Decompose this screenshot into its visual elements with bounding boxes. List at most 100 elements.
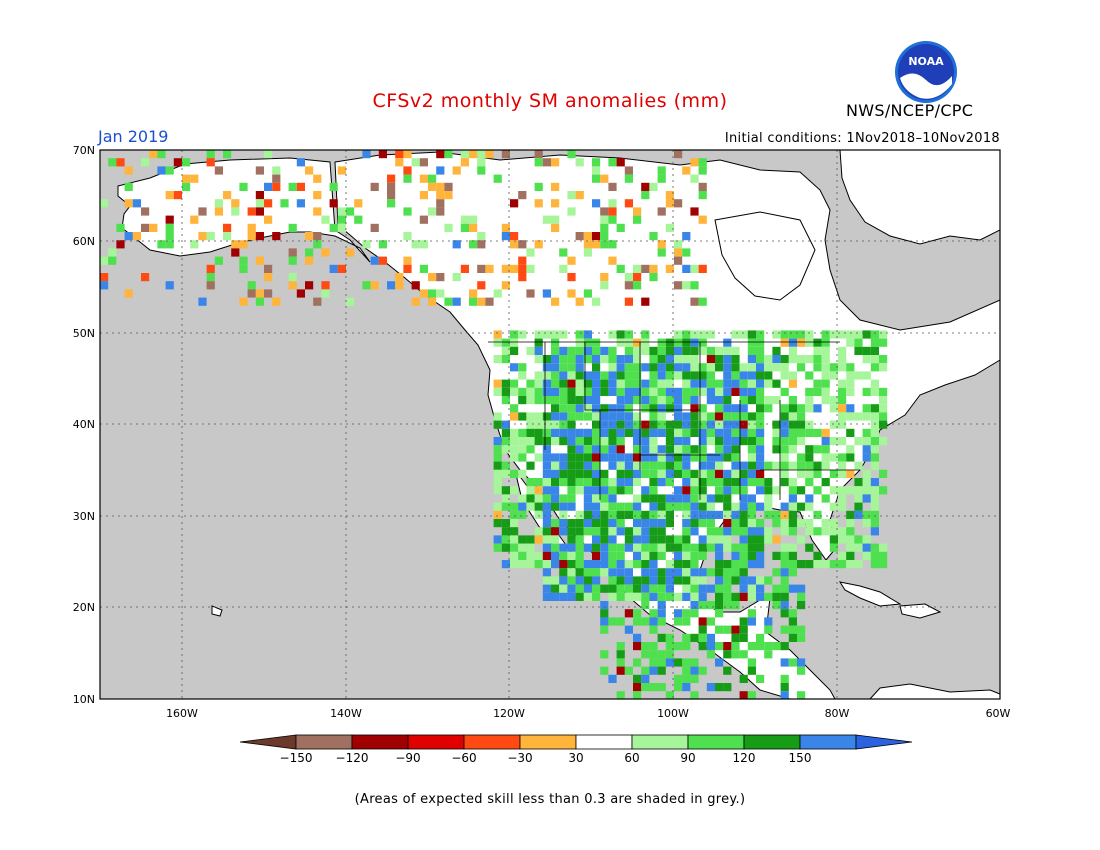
anomaly-cell	[731, 633, 740, 642]
anomaly-cell	[682, 527, 691, 536]
anomaly-cell	[788, 551, 797, 560]
anomaly-cell	[501, 494, 510, 503]
lon-label: 120W	[493, 707, 525, 720]
anomaly-cell	[337, 264, 346, 273]
anomaly-cell	[526, 248, 535, 257]
anomaly-cell	[608, 560, 617, 569]
anomaly-cell	[797, 691, 806, 700]
anomaly-cell	[493, 338, 502, 347]
anomaly-cell	[403, 256, 412, 265]
anomaly-cell	[575, 445, 584, 454]
anomaly-cell	[370, 223, 379, 232]
anomaly-cell	[805, 461, 814, 470]
anomaly-cell	[698, 543, 707, 552]
anomaly-cell	[567, 289, 576, 298]
color-legend-labels: −150 −120 −90 −60 −30 30 60 90 120 150	[280, 751, 812, 765]
anomaly-cell	[633, 445, 642, 454]
anomaly-cell	[780, 445, 789, 454]
anomaly-cell	[723, 387, 732, 396]
anomaly-cell	[534, 199, 543, 208]
anomaly-cell	[567, 560, 576, 569]
anomaly-cell	[657, 617, 666, 626]
anomaly-cell	[567, 502, 576, 511]
anomaly-cell	[764, 396, 773, 405]
anomaly-cell	[633, 535, 642, 544]
map-frame	[99, 149, 1001, 700]
anomaly-cell	[747, 535, 756, 544]
anomaly-cell	[403, 207, 412, 216]
anomaly-cell	[756, 592, 765, 601]
anomaly-cell	[657, 502, 666, 511]
anomaly-cell	[592, 297, 601, 306]
anomaly-cell	[600, 617, 609, 626]
anomaly-cell	[756, 674, 765, 683]
anomaly-cell	[674, 412, 683, 421]
anomaly-cell	[165, 166, 174, 175]
anomaly-cell	[682, 592, 691, 601]
anomaly-cell	[698, 666, 707, 675]
anomaly-cell	[641, 617, 650, 626]
anomaly-cell	[829, 519, 838, 528]
anomaly-cell	[616, 584, 625, 593]
anomaly-cell	[633, 551, 642, 560]
anomaly-cell	[723, 445, 732, 454]
anomaly-cell	[428, 289, 437, 298]
anomaly-cell	[690, 297, 699, 306]
anomaly-cell	[633, 371, 642, 380]
anomaly-cell	[518, 428, 527, 437]
anomaly-cell	[682, 346, 691, 355]
anomaly-cell	[674, 502, 683, 511]
anomaly-cell	[838, 453, 847, 462]
anomaly-cell	[485, 150, 494, 159]
anomaly-cell	[813, 527, 822, 536]
anomaly-cell	[788, 445, 797, 454]
anomaly-cell	[870, 453, 879, 462]
anomaly-cell	[608, 437, 617, 446]
anomaly-cell	[674, 428, 683, 437]
anomaly-cell	[706, 535, 715, 544]
anomaly-cell	[534, 486, 543, 495]
anomaly-cell	[739, 502, 748, 511]
anomaly-cell	[559, 519, 568, 528]
anomaly-cell	[821, 478, 830, 487]
anomaly-cell	[518, 551, 527, 560]
anomaly-cell	[649, 437, 658, 446]
anomaly-cell	[657, 494, 666, 503]
anomaly-cell	[764, 371, 773, 380]
anomaly-cell	[698, 191, 707, 200]
anomaly-cell	[854, 461, 863, 470]
anomaly-cell	[739, 404, 748, 413]
anomaly-cell	[501, 264, 510, 273]
anomaly-cell	[362, 240, 371, 249]
anomaly-cell	[788, 486, 797, 495]
anomaly-cell	[583, 543, 592, 552]
anomaly-cell	[633, 396, 642, 405]
anomaly-cell	[649, 232, 658, 241]
anomaly-cell	[534, 355, 543, 364]
anomaly-cell	[575, 560, 584, 569]
anomaly-cell	[567, 576, 576, 585]
anomaly-cell	[747, 609, 756, 618]
anomaly-cell	[641, 535, 650, 544]
anomaly-cell	[731, 642, 740, 651]
anomaly-cell	[510, 264, 519, 273]
anomaly-cell	[715, 412, 724, 421]
anomaly-cell	[690, 281, 699, 290]
anomaly-cell	[846, 379, 855, 388]
anomaly-cell	[862, 428, 871, 437]
anomaly-cell	[756, 371, 765, 380]
anomaly-cell	[739, 387, 748, 396]
anomaly-cell	[567, 191, 576, 200]
anomaly-cell	[518, 273, 527, 282]
anomaly-cell	[469, 223, 478, 232]
anomaly-cell	[780, 461, 789, 470]
anomaly-cell	[805, 330, 814, 339]
anomaly-cell	[100, 281, 109, 290]
anomaly-cell	[731, 592, 740, 601]
anomaly-cell	[780, 560, 789, 569]
anomaly-cell	[821, 330, 830, 339]
anomaly-cell	[583, 346, 592, 355]
anomaly-cell	[460, 223, 469, 232]
anomaly-cell	[542, 453, 551, 462]
legend-swatch	[295, 734, 353, 750]
